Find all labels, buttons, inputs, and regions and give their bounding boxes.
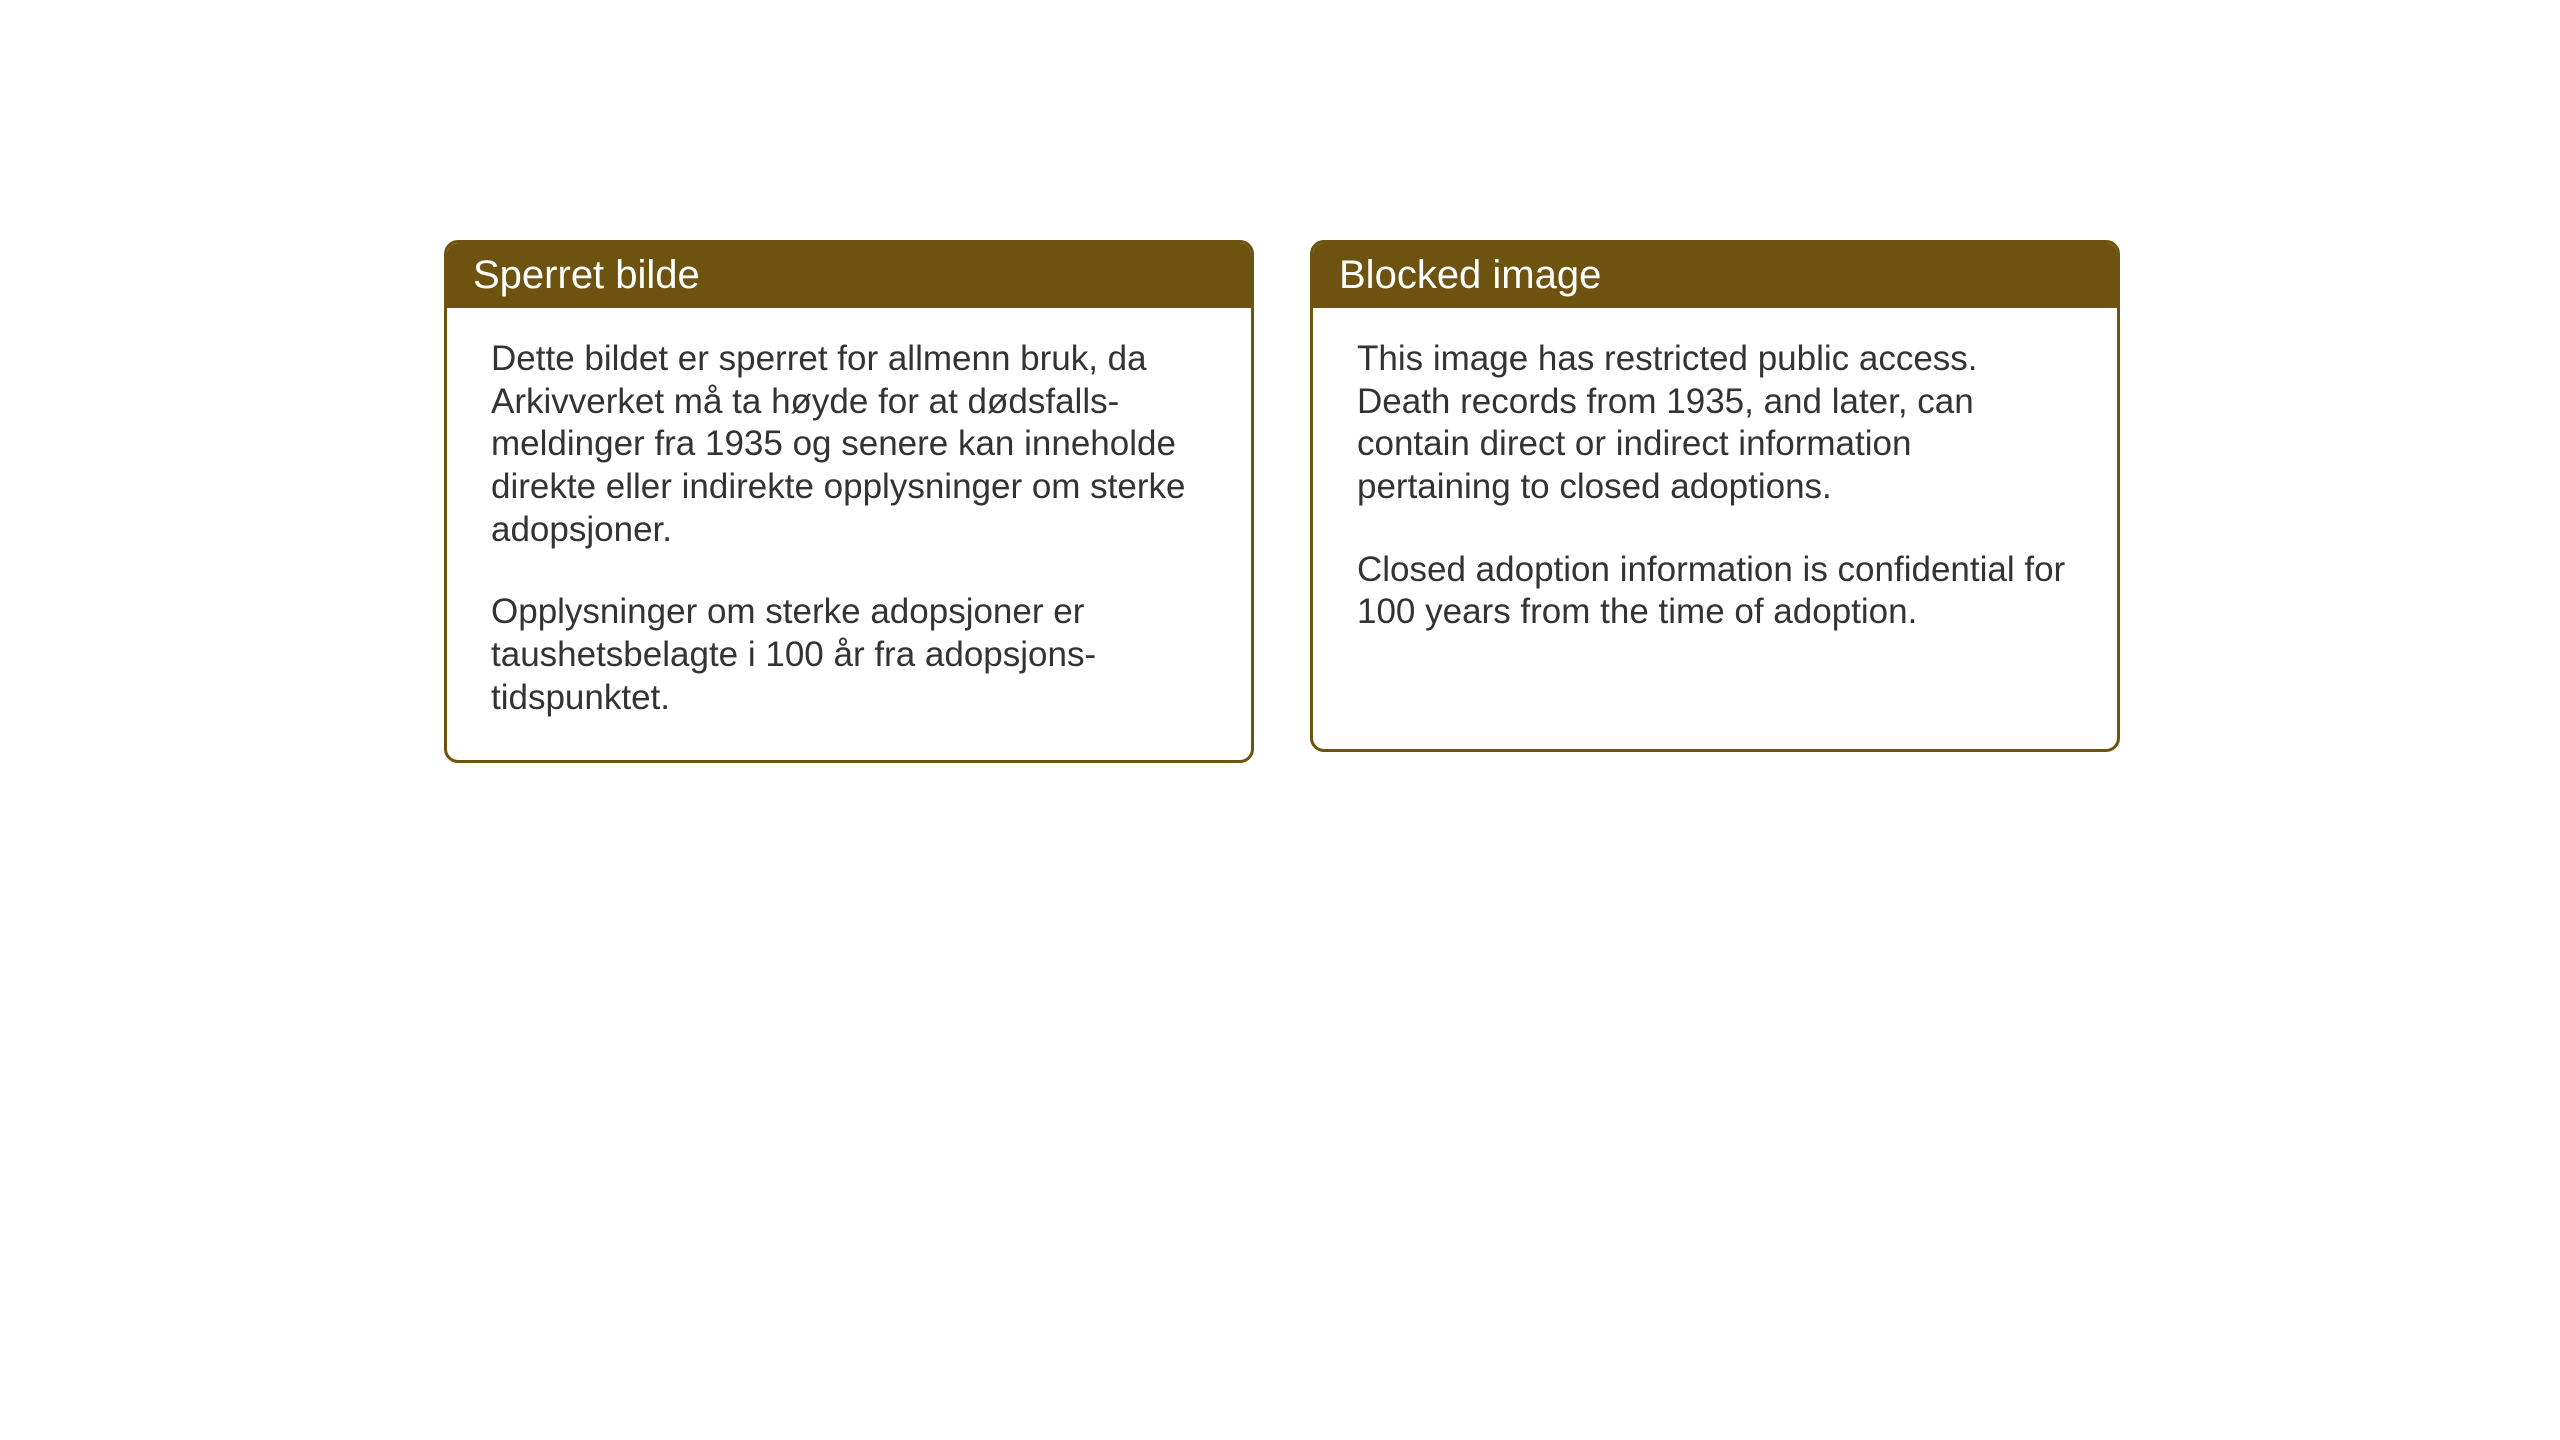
notice-card-english: Blocked image This image has restricted … — [1310, 240, 2120, 752]
notice-body-english: This image has restricted public access.… — [1313, 308, 2117, 674]
notice-title-norwegian: Sperret bilde — [473, 253, 700, 297]
notice-body-norwegian: Dette bildet er sperret for allmenn bruk… — [447, 308, 1251, 760]
notice-para1-norwegian: Dette bildet er sperret for allmenn bruk… — [491, 338, 1207, 551]
notice-card-norwegian: Sperret bilde Dette bildet er sperret fo… — [444, 240, 1254, 763]
notice-para2-english: Closed adoption information is confident… — [1357, 549, 2073, 634]
notice-header-norwegian: Sperret bilde — [447, 243, 1251, 308]
notice-header-english: Blocked image — [1313, 243, 2117, 308]
notice-para1-english: This image has restricted public access.… — [1357, 338, 2073, 509]
notice-container: Sperret bilde Dette bildet er sperret fo… — [444, 240, 2120, 763]
notice-title-english: Blocked image — [1339, 253, 1601, 297]
notice-para2-norwegian: Opplysninger om sterke adopsjoner er tau… — [491, 591, 1207, 719]
